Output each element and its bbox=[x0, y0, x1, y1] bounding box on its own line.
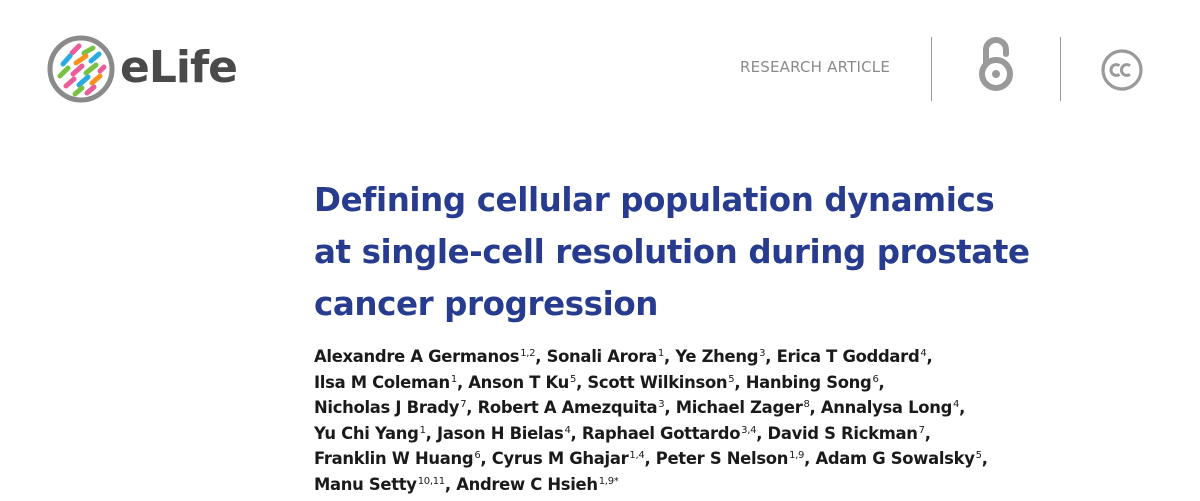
affiliation-superscript: 1 bbox=[657, 348, 664, 359]
affiliation-superscript: 8 bbox=[803, 399, 810, 411]
author-name[interactable]: Anson T Ku5 bbox=[468, 372, 577, 392]
article-title: Defining cellular population dynamics at… bbox=[314, 174, 1174, 330]
author-name[interactable]: Michael Zager8 bbox=[675, 398, 810, 418]
author-name[interactable]: Cyrus M Ghajar1,4 bbox=[491, 449, 645, 469]
affiliation-superscript: 1,9 bbox=[789, 450, 805, 462]
author-name[interactable]: Ilsa M Coleman1 bbox=[314, 372, 457, 392]
elife-logo[interactable]: eLife bbox=[46, 34, 266, 104]
affiliation-superscript: 3,4 bbox=[741, 424, 757, 436]
author-name[interactable]: Manu Setty10,11 bbox=[314, 474, 445, 494]
author-name[interactable]: Scott Wilkinson5 bbox=[587, 372, 735, 392]
affiliation-superscript: 1,2 bbox=[520, 348, 536, 359]
affiliation-superscript: 4 bbox=[564, 424, 571, 436]
affiliation-superscript: 1 bbox=[450, 373, 457, 385]
open-access-icon[interactable] bbox=[972, 36, 1020, 92]
header-divider bbox=[931, 37, 932, 101]
article-title-line: Defining cellular population dynamics bbox=[314, 181, 995, 219]
author-name[interactable]: David S Rickman7 bbox=[767, 423, 925, 443]
affiliation-superscript: 1,9* bbox=[598, 475, 619, 487]
author-line: Ilsa M Coleman1, Anson T Ku5, Scott Wilk… bbox=[314, 372, 885, 392]
author-name[interactable]: Adam G Sowalsky5 bbox=[815, 449, 982, 469]
affiliation-superscript: 3 bbox=[658, 399, 665, 411]
author-name[interactable]: Alexandre A Germanos1,2 bbox=[314, 347, 536, 366]
creative-commons-icon[interactable] bbox=[1100, 48, 1144, 92]
author-name[interactable]: Nicholas J Brady7 bbox=[314, 398, 467, 418]
affiliation-superscript: 6 bbox=[872, 373, 879, 385]
affiliation-superscript: 4 bbox=[920, 348, 927, 359]
author-name[interactable]: Hanbing Song6 bbox=[745, 372, 879, 392]
author-name[interactable]: Sonali Arora1 bbox=[546, 347, 665, 366]
affiliation-superscript: 7 bbox=[460, 399, 467, 411]
author-list: Alexandre A Germanos1,2, Sonali Arora1, … bbox=[314, 344, 1194, 498]
author-name[interactable]: Ye Zheng3 bbox=[675, 347, 766, 366]
author-name[interactable]: Jason H Bielas4 bbox=[437, 423, 571, 443]
affiliation-superscript: 7 bbox=[918, 424, 925, 436]
article-title-line: cancer progression bbox=[314, 285, 659, 323]
affiliation-superscript: 1,4 bbox=[629, 450, 645, 462]
author-name[interactable]: Andrew C Hsieh1,9* bbox=[456, 474, 619, 494]
author-name[interactable]: Raphael Gottardo3,4 bbox=[581, 423, 757, 443]
author-name[interactable]: Franklin W Huang6 bbox=[314, 449, 481, 469]
author-line: Manu Setty10,11, Andrew C Hsieh1,9* bbox=[314, 474, 619, 494]
author-name[interactable]: Peter S Nelson1,9 bbox=[655, 449, 805, 469]
author-line: Nicholas J Brady7, Robert A Amezquita3, … bbox=[314, 398, 966, 418]
elife-logo-text: eLife bbox=[120, 42, 238, 93]
author-name[interactable]: Erica T Goddard4 bbox=[776, 347, 927, 366]
affiliation-superscript: 1 bbox=[419, 424, 426, 436]
article-title-line: at single-cell resolution during prostat… bbox=[314, 233, 1030, 271]
author-name[interactable]: Yu Chi Yang1 bbox=[314, 423, 426, 443]
affiliation-superscript: 5 bbox=[570, 373, 577, 385]
author-name[interactable]: Robert A Amezquita3 bbox=[477, 398, 665, 418]
author-line: Franklin W Huang6, Cyrus M Ghajar1,4, Pe… bbox=[314, 449, 988, 469]
header-divider bbox=[1060, 37, 1061, 101]
article-type-label: RESEARCH ARTICLE bbox=[739, 58, 890, 76]
affiliation-superscript: 6 bbox=[474, 450, 481, 462]
author-line: Alexandre A Germanos1,2, Sonali Arora1, … bbox=[314, 347, 933, 366]
affiliation-superscript: 10,11 bbox=[417, 475, 445, 487]
affiliation-superscript: 3 bbox=[759, 348, 766, 359]
affiliation-superscript: 5 bbox=[975, 450, 982, 462]
author-line: Yu Chi Yang1, Jason H Bielas4, Raphael G… bbox=[314, 423, 931, 443]
affiliation-superscript: 5 bbox=[728, 373, 735, 385]
affiliation-superscript: 4 bbox=[953, 399, 960, 411]
author-name[interactable]: Annalysa Long4 bbox=[820, 398, 960, 418]
elife-logo-icon bbox=[47, 35, 115, 103]
